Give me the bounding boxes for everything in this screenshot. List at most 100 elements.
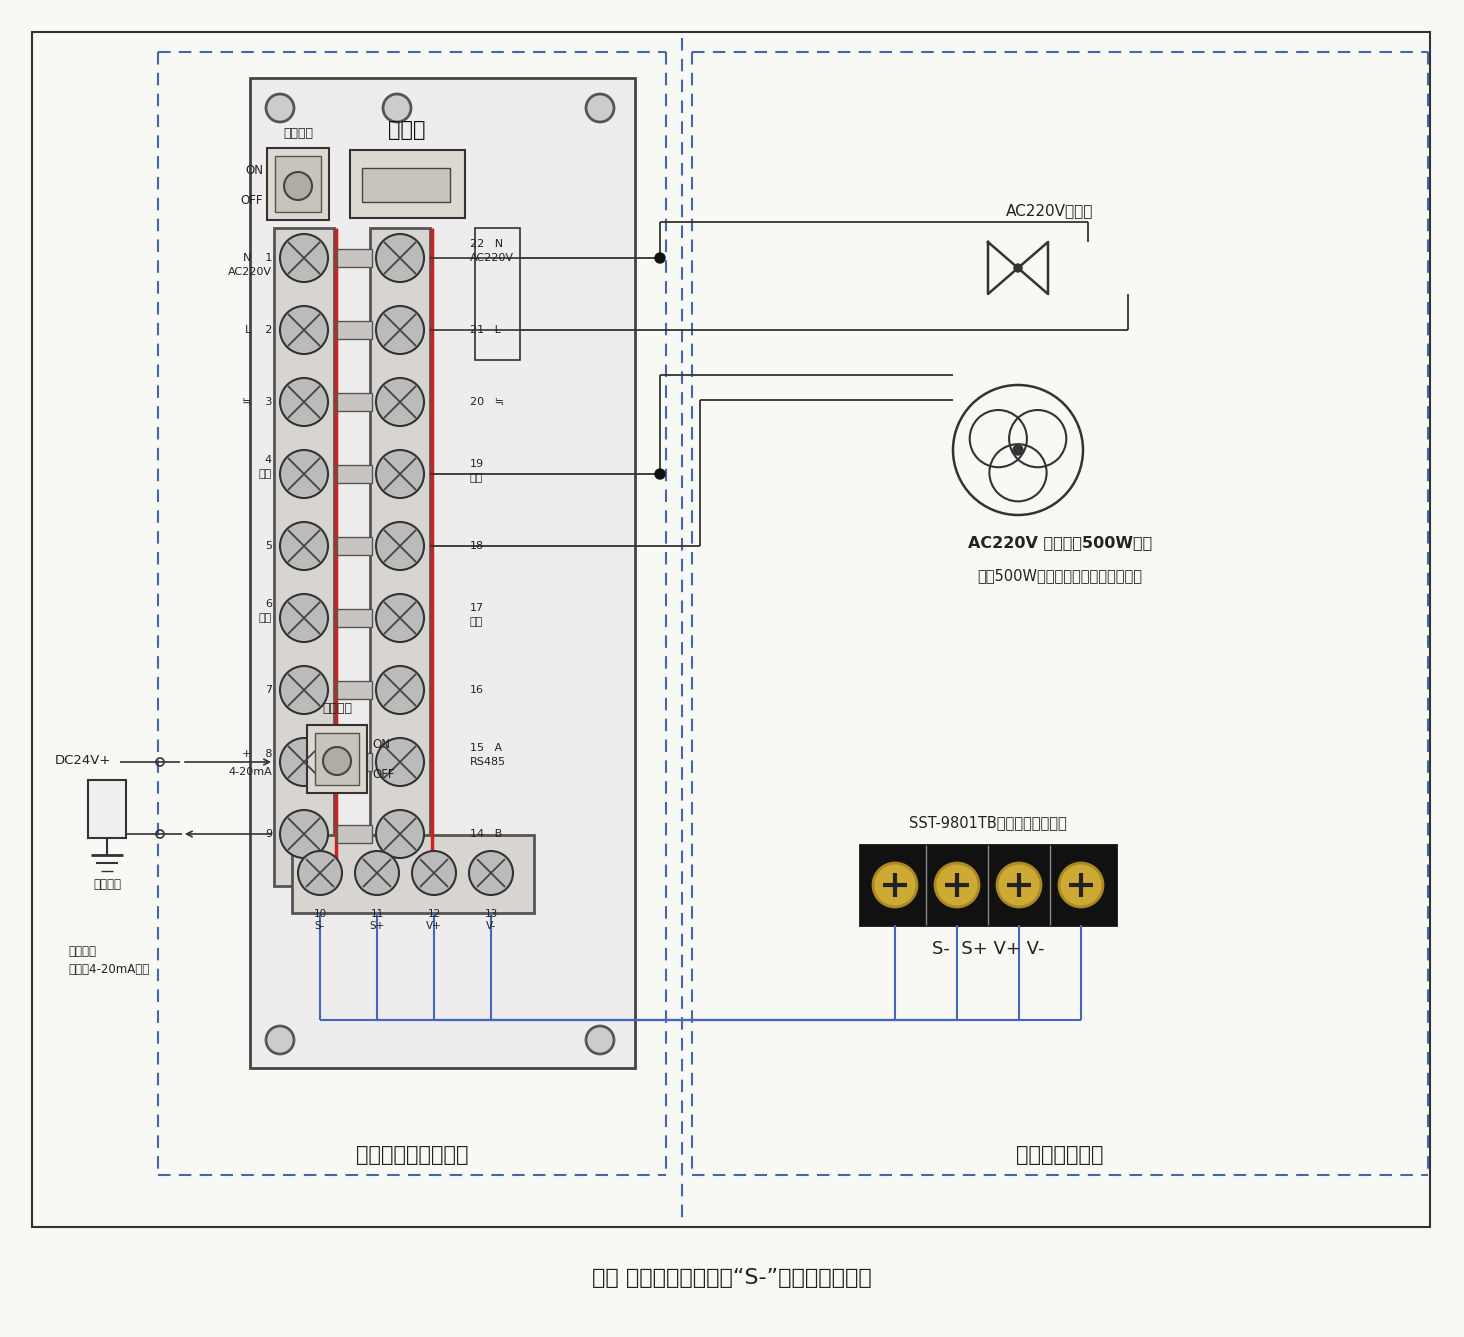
Circle shape [284,172,312,201]
Circle shape [654,469,665,479]
Circle shape [280,594,328,642]
Text: 高报: 高报 [470,473,483,483]
Bar [275,156,321,213]
Text: 12: 12 [427,909,441,919]
Bar [88,779,126,838]
Bar [337,321,372,340]
Text: 22   N: 22 N [470,239,504,249]
Bar [370,229,430,886]
Text: 控制室（非防爆区）: 控制室（非防爆区） [356,1144,468,1165]
Text: S+: S+ [369,921,385,931]
Bar [337,681,372,699]
Text: 7: 7 [265,685,272,695]
Text: 6: 6 [265,599,272,608]
Circle shape [280,738,328,786]
Bar [274,229,334,886]
Circle shape [586,94,613,122]
Text: +    8: + 8 [242,749,272,759]
Circle shape [384,94,411,122]
Circle shape [376,594,425,642]
Circle shape [376,306,425,354]
Text: 20   ≒: 20 ≒ [470,397,504,406]
Text: 低报: 低报 [470,616,483,627]
Text: 外接电源: 外接电源 [67,945,97,959]
Circle shape [354,850,400,894]
Circle shape [266,94,294,122]
Text: V-: V- [486,921,496,931]
Circle shape [1058,862,1102,906]
Circle shape [280,234,328,282]
Circle shape [376,738,425,786]
Circle shape [324,747,351,775]
Bar [315,733,359,785]
Text: 11: 11 [370,909,384,919]
Circle shape [411,850,455,894]
Text: 功率500W以上风机请外接交流接触器: 功率500W以上风机请外接交流接触器 [978,568,1142,583]
Text: V+: V+ [426,921,442,931]
Text: 9: 9 [265,829,272,840]
Bar [350,150,466,218]
Bar [337,608,372,627]
Bar [474,229,520,360]
Text: AC220V: AC220V [470,253,514,263]
Circle shape [1015,263,1022,271]
Circle shape [873,862,916,906]
Text: 5: 5 [265,541,272,551]
Circle shape [1013,445,1023,455]
Text: 备电开关: 备电开关 [322,702,351,715]
Circle shape [376,451,425,497]
Bar [266,148,329,221]
Text: SST-9801TB型探测器接线端子: SST-9801TB型探测器接线端子 [909,816,1067,830]
Text: N    1: N 1 [243,253,272,263]
Text: AC220V 功率小于500W风机: AC220V 功率小于500W风机 [968,535,1152,550]
Bar [337,753,372,771]
Text: OFF: OFF [240,194,264,206]
Text: 高报: 高报 [259,469,272,479]
Text: 15   A: 15 A [470,743,502,753]
Text: ON: ON [244,163,264,176]
Text: 取样电阳: 取样电阳 [94,878,122,890]
Text: 主电开关: 主电开关 [283,127,313,140]
Text: 13: 13 [485,909,498,919]
Bar [307,725,367,793]
Circle shape [280,306,328,354]
Text: 14   B: 14 B [470,829,502,840]
Text: L    2: L 2 [244,325,272,336]
Text: ON: ON [372,738,389,751]
Circle shape [997,862,1041,906]
Bar [337,249,372,267]
Text: ≒    3: ≒ 3 [242,397,272,406]
Text: 低报: 低报 [259,612,272,623]
Text: 18: 18 [470,541,485,551]
Circle shape [586,1025,613,1054]
Text: 现场（防爆区）: 现场（防爆区） [1016,1144,1104,1165]
Text: 17: 17 [470,603,485,612]
Text: 注： 使用三芯电缆线时“S-”可以不用连接。: 注： 使用三芯电缆线时“S-”可以不用连接。 [591,1267,873,1288]
Circle shape [376,810,425,858]
Circle shape [935,862,979,906]
Text: AC220V电磁阀: AC220V电磁阀 [1006,203,1094,218]
Bar [859,845,1116,925]
Circle shape [280,666,328,714]
Circle shape [468,850,512,894]
Bar [337,393,372,410]
Bar [32,32,1430,1227]
Text: AC220V: AC220V [228,267,272,277]
Circle shape [376,666,425,714]
Text: RS485: RS485 [470,757,507,767]
Circle shape [376,378,425,427]
Text: 19: 19 [470,459,485,469]
Circle shape [266,1025,294,1054]
Bar [362,168,449,202]
Text: 21   L: 21 L [470,325,501,336]
Bar [337,537,372,555]
Circle shape [654,253,665,263]
Text: 隔离型4-20mA输出: 隔离型4-20mA输出 [67,963,149,976]
Text: 4-20mA: 4-20mA [228,767,272,777]
Bar [337,465,372,483]
Text: 保险管: 保险管 [388,120,426,140]
Circle shape [280,378,328,427]
Circle shape [299,850,343,894]
Text: OFF: OFF [372,769,394,782]
Circle shape [376,234,425,282]
